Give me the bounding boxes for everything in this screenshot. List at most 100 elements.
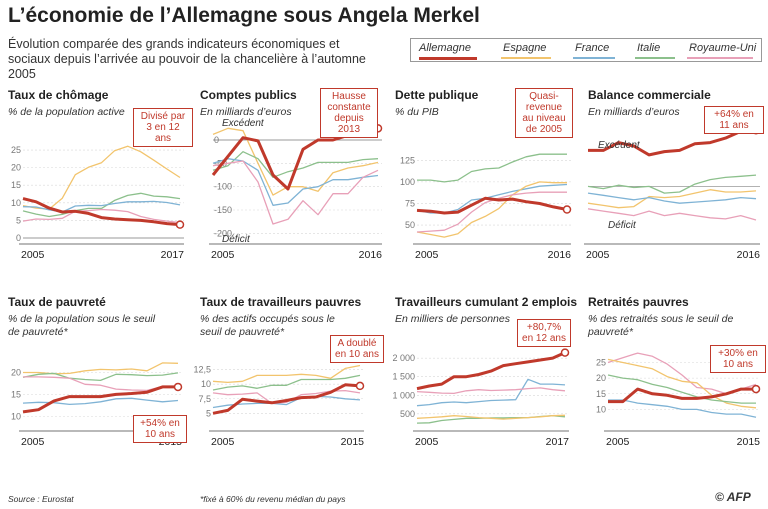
page-title: L’économie de l’Allemagne sous Angela Me… <box>8 4 480 27</box>
y-tick-label: -150 <box>214 205 232 215</box>
x-tick-label: 2017 <box>546 436 570 448</box>
y-tick-label: 15 <box>11 389 21 399</box>
series-line-espagne <box>416 414 566 420</box>
callout-box: A doublé en 10 ans <box>330 335 384 363</box>
y-tick-label: 20 <box>11 163 21 173</box>
x-tick-label: 2005 <box>586 249 610 261</box>
chart-title: Dette publique <box>395 88 479 102</box>
legend-label-allemagne: Allemagne <box>419 42 471 54</box>
end-point-marker <box>562 205 572 214</box>
callout-box: +30% en 10 ans <box>710 345 766 373</box>
series-line-france <box>608 399 757 418</box>
y-tick-label: 10 <box>11 198 21 208</box>
series-line-royaume-uni <box>22 208 181 224</box>
series-line-italie <box>607 374 756 404</box>
chart-title: Taux de chômage <box>8 88 109 102</box>
end-point-marker <box>560 348 570 357</box>
chart-axis-label: % des actifs occupés sous le seuil de pa… <box>200 313 335 338</box>
x-tick-label: 2005 <box>415 436 439 448</box>
legend-swatch-allemagne <box>419 57 477 60</box>
chart-axis-label: % du PIB <box>395 106 439 118</box>
chart-plot: 10 15 20 25 2005 2015 <box>596 352 761 448</box>
x-tick-label: 2016 <box>548 249 572 261</box>
chart-legend: Allemagne Espagne France Italie Royaume-… <box>410 38 762 62</box>
series-line-royaume-uni <box>416 387 566 395</box>
y-tick-label: 15 <box>11 180 21 190</box>
series-line-france <box>416 378 566 407</box>
chart-axis-label: % de la population sous le seuil de pauv… <box>8 313 156 338</box>
annotation-excedent: Excédent <box>222 118 265 129</box>
legend-swatch-italie <box>635 57 675 59</box>
series-line-italie <box>22 372 179 382</box>
series-line-espagne <box>22 145 181 210</box>
legend-label-france: France <box>575 42 610 54</box>
chart-title: Comptes publics <box>200 88 297 102</box>
y-tick-label: 1 000 <box>392 390 415 400</box>
series-line-italie <box>587 174 757 194</box>
series-line-italie <box>417 153 567 183</box>
y-tick-label: 5 <box>206 408 211 418</box>
series-line-espagne <box>212 364 361 384</box>
y-tick-label: -200 <box>214 228 232 238</box>
y-tick-label: 5 <box>16 215 21 225</box>
series-line-allemagne <box>416 196 568 215</box>
series-line-espagne <box>587 189 757 209</box>
legend-label-italie: Italie <box>637 42 661 54</box>
chart-axis-label: En milliards d’euros <box>200 106 292 118</box>
y-tick-label: 75 <box>405 198 415 208</box>
afp-credit: © AFP <box>715 490 751 504</box>
y-tick-label: 0 <box>214 135 219 145</box>
y-tick-label: 125 <box>400 155 415 165</box>
y-tick-label: 10 <box>11 411 21 421</box>
series-line-espagne <box>212 127 379 196</box>
chart-plot: 0 5 10 15 20 25 2005 2017 <box>11 145 185 261</box>
series-line-royaume-uni <box>587 208 757 221</box>
chart-title: Taux de pauvreté <box>8 295 106 309</box>
y-tick-label: 25 <box>11 145 21 155</box>
chart-title: Travailleurs cumulant 2 emplois <box>395 295 578 309</box>
series-line-allemagne <box>416 351 566 391</box>
chart-panel-balance-commerciale: Balance commerciale En milliards d’euros 2… <box>584 88 768 288</box>
x-tick-label: 2005 <box>21 249 45 261</box>
end-point-marker <box>751 384 761 394</box>
x-tick-label: 2016 <box>359 249 383 261</box>
chart-panel-retraites-pauvres: Retraités pauvres % des retraités sous le… <box>588 295 768 495</box>
chart-title: Balance commerciale <box>588 88 711 102</box>
series-line-allemagne <box>22 197 181 227</box>
chart-axis-label: En milliers de personnes <box>395 313 510 325</box>
y-tick-label: 0 <box>16 233 21 243</box>
y-tick-label: 10 <box>596 404 606 414</box>
series-line-allemagne <box>608 387 756 404</box>
y-tick-label: 100 <box>400 177 415 187</box>
chart-plot: 500 1 000 1 500 2 000 2005 2017 <box>392 348 570 448</box>
y-tick-label: 50 <box>405 220 415 230</box>
chart-plot: 10152020052015 <box>11 362 183 448</box>
y-tick-label: 20 <box>11 368 21 378</box>
series-line-france <box>22 200 181 213</box>
series-line-espagne <box>607 358 757 409</box>
x-tick-label: 2015 <box>737 436 761 448</box>
series-line-espagne <box>23 362 179 375</box>
source-note: Source : Eurostat <box>8 494 74 504</box>
footnote: *fixé à 60% du revenu médian du pays <box>200 494 346 504</box>
chart-panel-travailleurs-cumulant-2-emplois: Travailleurs cumulant 2 emplois En millie… <box>392 295 585 495</box>
chart-axis-label: % de la population active <box>8 106 125 118</box>
chart-panel-dette-publique: Dette publique % du PIB 50 75 100 125 2005 2016… <box>395 88 585 288</box>
chart-axis-label: % des retraités sous le seuil de pauvret… <box>588 313 734 338</box>
x-tick-label: 2005 <box>211 436 235 448</box>
series-line-france <box>587 192 757 204</box>
callout-box: Quasi-revenue au niveau de 2005 <box>515 88 573 138</box>
series-line-royaume-uni <box>212 160 379 225</box>
y-tick-label: -100 <box>214 182 232 192</box>
chart-plot: 50 75 100 125 2005 2016 <box>400 153 572 261</box>
chart-title: Taux de travailleurs pauvres <box>200 295 362 309</box>
end-point-marker <box>355 381 365 391</box>
y-tick-label: 500 <box>400 409 415 419</box>
series-line-france <box>212 158 379 206</box>
y-tick-label: 20 <box>596 373 606 383</box>
y-tick-label: 7,5 <box>198 394 211 404</box>
callout-box: Hausse constante depuis 2013 <box>320 88 378 138</box>
x-tick-label: 2005 <box>211 249 235 261</box>
legend-swatch-espagne <box>501 57 551 59</box>
